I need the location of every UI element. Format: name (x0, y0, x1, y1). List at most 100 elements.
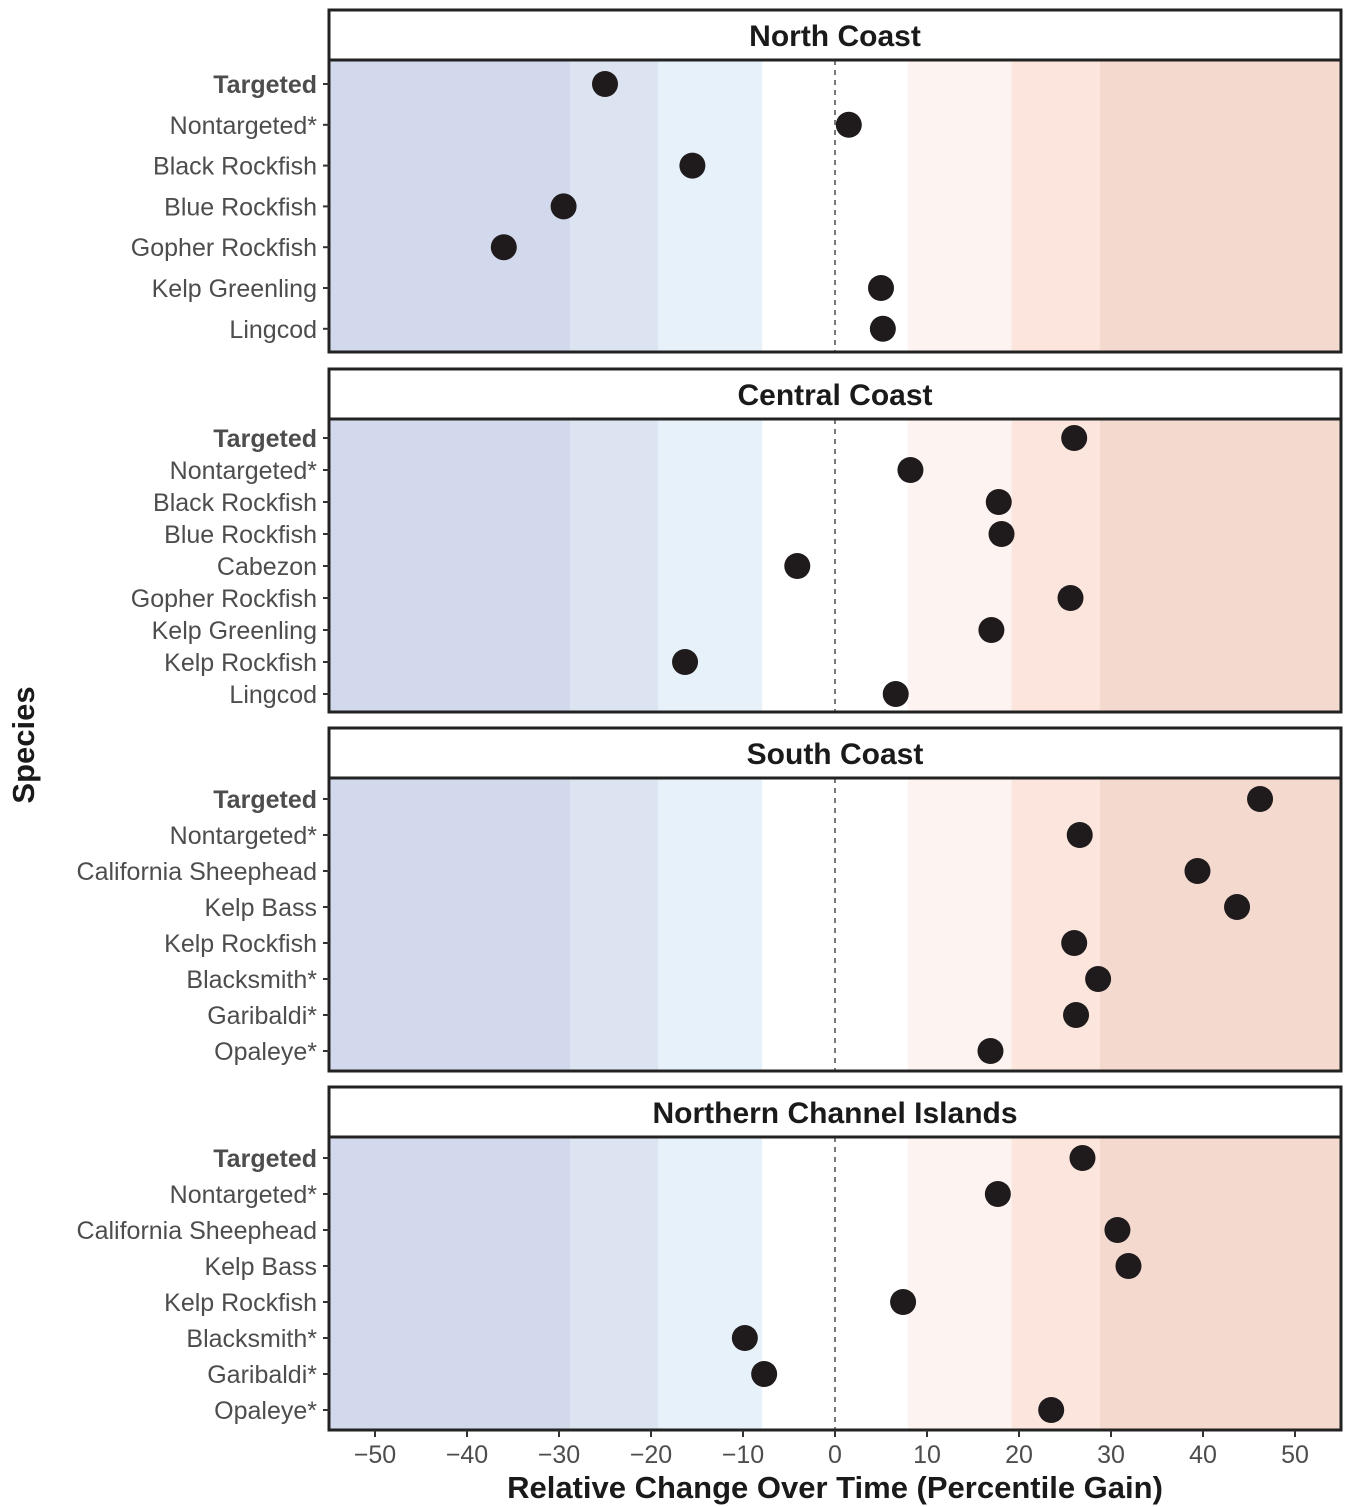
y-tick-label: Black Rockfish (153, 489, 317, 517)
y-tick-label: Kelp Bass (204, 1253, 317, 1281)
data-point (978, 617, 1005, 643)
y-tick-label: Targeted (213, 71, 317, 99)
data-point (984, 1181, 1011, 1207)
data-point (1063, 1002, 1090, 1028)
data-point (868, 275, 894, 301)
panel-title-strip (327, 367, 1343, 421)
y-tick-label: Nontargeted* (170, 457, 318, 485)
data-point (882, 681, 909, 707)
y-tick-label: Lingcod (229, 316, 317, 344)
y-tick-label: Gopher Rockfish (131, 234, 317, 262)
data-point (977, 1038, 1004, 1064)
background-band (329, 60, 571, 352)
panel-title: Northern Channel Islands (652, 1097, 1017, 1130)
data-point (1104, 1217, 1131, 1243)
panel-title-strip (327, 8, 1343, 62)
data-point (490, 234, 517, 261)
data-point (1061, 425, 1088, 451)
data-point (1038, 1397, 1065, 1423)
background-band (1099, 1137, 1341, 1430)
panel-title-strip (327, 1085, 1343, 1139)
y-tick-label: Gopher Rockfish (131, 585, 317, 613)
panel-title: South Coast (747, 738, 924, 771)
background-band (570, 419, 659, 712)
y-tick-label: California Sheephead (77, 858, 317, 886)
data-point (731, 1325, 758, 1351)
data-point (897, 457, 924, 483)
y-tick-label: Targeted (213, 786, 317, 814)
data-point (835, 111, 862, 138)
y-tick-label: Opaleye* (214, 1397, 317, 1425)
background-band (570, 1137, 659, 1430)
data-point (784, 553, 811, 579)
data-point (1085, 966, 1112, 992)
y-tick-label: Kelp Rockfish (164, 930, 317, 958)
x-axis-title: Relative Change Over Time (Percentile Ga… (507, 1470, 1163, 1505)
y-tick-label: California Sheephead (77, 1217, 317, 1245)
x-tick-label: 50 (1281, 1441, 1309, 1469)
panel-title: Central Coast (737, 379, 932, 412)
y-tick-label: Garibaldi* (207, 1361, 317, 1389)
y-tick-label: Lingcod (229, 681, 317, 709)
data-point (1224, 894, 1251, 920)
background-band (658, 778, 763, 1071)
data-point (751, 1361, 778, 1387)
background-band (329, 1137, 571, 1430)
panel-title: North Coast (749, 20, 921, 53)
y-tick-label: Opaleye* (214, 1038, 317, 1066)
x-tick-label: −20 (630, 1441, 672, 1469)
data-point (1057, 585, 1084, 611)
data-point (1061, 930, 1088, 956)
data-point (890, 1289, 917, 1315)
background-band (1099, 60, 1341, 352)
y-tick-label: Blacksmith* (186, 1325, 317, 1353)
background-band (1011, 1137, 1100, 1430)
y-tick-label: Blue Rockfish (164, 193, 317, 221)
x-tick-label: 30 (1097, 1441, 1125, 1469)
background-band (907, 60, 1012, 352)
y-tick-label: Cabezon (217, 553, 317, 581)
x-tick-label: 40 (1189, 1441, 1217, 1469)
y-tick-label: Targeted (213, 1145, 317, 1173)
data-point (985, 489, 1012, 515)
background-band (907, 778, 1012, 1071)
y-tick-label: Nontargeted* (170, 822, 318, 850)
data-point (988, 521, 1015, 547)
x-tick-label: −10 (722, 1441, 764, 1469)
data-point (1247, 786, 1274, 812)
y-tick-label: Black Rockfish (153, 153, 317, 181)
x-tick-label: 20 (1005, 1441, 1033, 1469)
background-band (329, 778, 571, 1071)
x-tick-label: −30 (538, 1441, 580, 1469)
y-tick-label: Kelp Rockfish (164, 649, 317, 677)
y-tick-label: Kelp Greenling (152, 275, 317, 303)
data-point (869, 315, 896, 342)
x-tick-label: −40 (446, 1441, 488, 1469)
panel-title-strip (327, 726, 1343, 780)
background-band (1011, 419, 1100, 712)
y-tick-label: Kelp Greenling (152, 617, 317, 645)
data-point (1066, 822, 1093, 848)
data-point (592, 71, 618, 97)
background-band (1099, 419, 1341, 712)
background-band (1099, 778, 1341, 1071)
background-band (329, 419, 571, 712)
y-tick-label: Nontargeted* (170, 112, 318, 140)
y-tick-label: Targeted (213, 425, 317, 453)
x-tick-label: 10 (913, 1441, 941, 1469)
data-point (550, 193, 577, 220)
y-tick-label: Blue Rockfish (164, 521, 317, 549)
data-point (1184, 858, 1211, 884)
y-tick-label: Kelp Rockfish (164, 1289, 317, 1317)
background-band (1011, 60, 1100, 352)
y-tick-label: Nontargeted* (170, 1181, 318, 1209)
data-point (672, 649, 699, 675)
background-band (570, 778, 659, 1071)
background-band (658, 1137, 763, 1430)
y-tick-label: Kelp Bass (204, 894, 317, 922)
background-band (658, 60, 763, 352)
y-tick-label: Blacksmith* (186, 966, 317, 994)
y-axis-title: Species (6, 686, 41, 803)
x-tick-label: −50 (354, 1441, 396, 1469)
